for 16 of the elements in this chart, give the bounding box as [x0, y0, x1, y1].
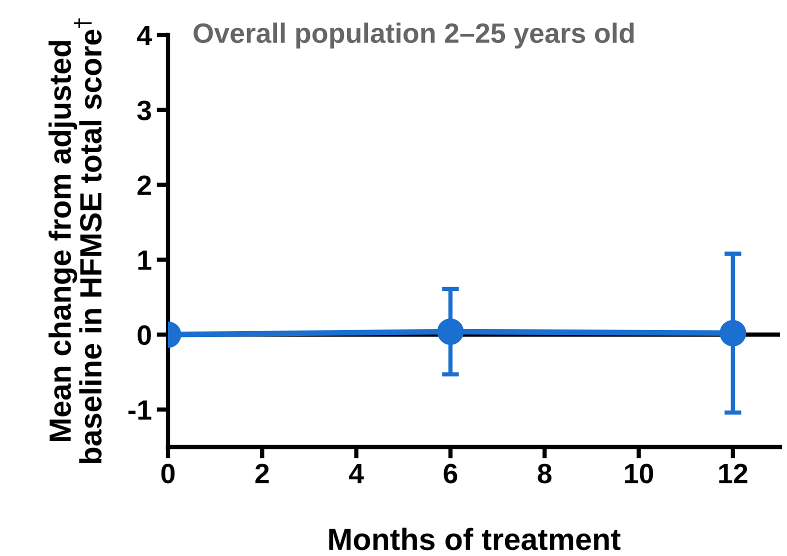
- x-axis-title: Months of treatment: [329, 528, 620, 550]
- x-tick-label: 6: [444, 464, 458, 484]
- x-tick-label: 12: [719, 464, 748, 484]
- y-tick-label: 3: [137, 100, 152, 120]
- chart-title: Overall population 2–25 years old: [194, 22, 634, 49]
- y-tick-label: 4: [137, 26, 152, 46]
- x-tick-label: 8: [538, 464, 552, 484]
- y-tick-label: -1: [128, 400, 152, 420]
- y-axis-title: Mean change from adjusted baseline in HFMSE total score$^{†}$: [48, 18, 102, 464]
- y-tick-label: 0: [138, 325, 151, 345]
- x-tick-label: 4: [349, 464, 364, 484]
- x-tick-label: 0: [161, 464, 175, 484]
- x-tick-label: 2: [255, 464, 269, 484]
- y-tick-label: 1: [138, 250, 152, 270]
- x-tick-label: 10: [625, 464, 654, 484]
- y-tick-label: 2: [138, 175, 151, 195]
